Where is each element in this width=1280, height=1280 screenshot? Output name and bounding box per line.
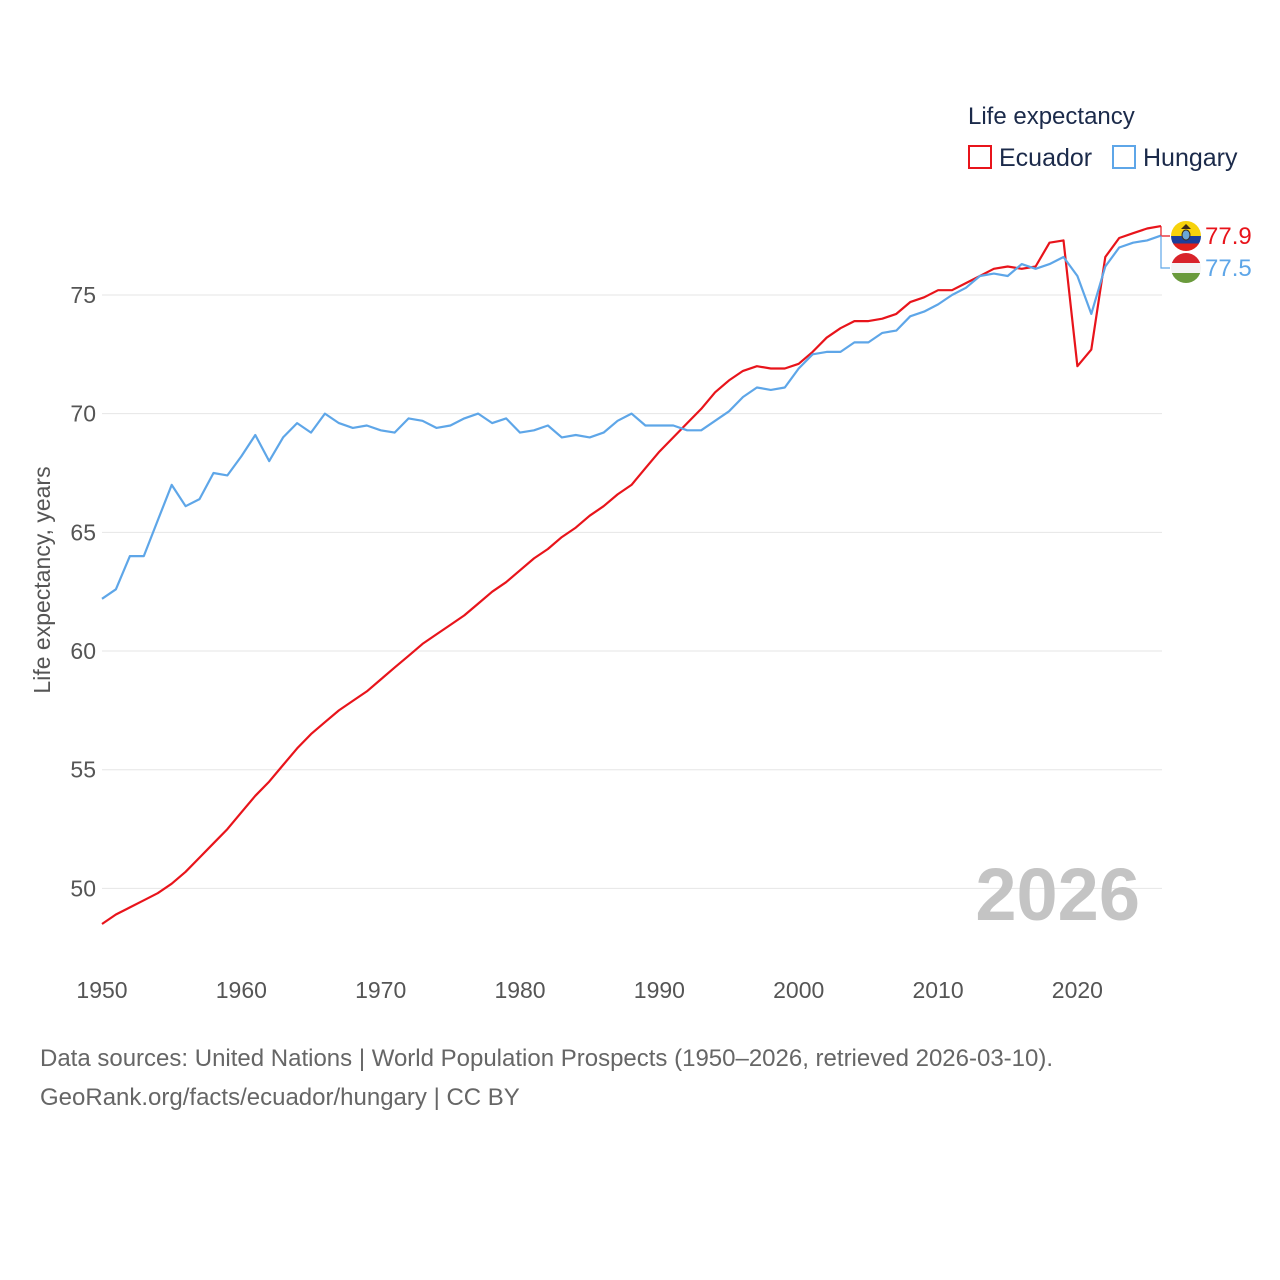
legend-label-ecuador[interactable]: Ecuador (999, 144, 1092, 172)
end-labels: 77.9 77.5 (1160, 221, 1252, 283)
y-tick-label: 70 (70, 401, 96, 427)
y-tick-label: 55 (70, 757, 96, 783)
x-axis-ticks: 1950 1960 1970 1980 1990 2000 2010 2020 (76, 977, 1103, 1003)
series-lines (101, 225, 1162, 925)
y-tick-label: 75 (70, 282, 96, 308)
x-tick-label: 2020 (1052, 977, 1103, 1003)
life-expectancy-chart: 50 55 60 65 70 75 1950 1960 1970 1980 1990 2000 201… (29, 103, 1252, 1003)
end-label-ecuador: 77.9 (1205, 223, 1252, 250)
x-tick-label: 1970 (355, 977, 406, 1003)
y-tick-label: 60 (70, 638, 96, 664)
data-source-note: Data sources: United Nations | World Pop… (40, 1045, 1054, 1072)
y-tick-label: 65 (70, 519, 96, 545)
legend-label-hungary[interactable]: Hungary (1143, 144, 1238, 172)
y-tick-label: 50 (70, 875, 96, 901)
series-line-hungary (101, 234, 1162, 600)
attribution-link[interactable]: GeoRank.org/facts/ecuador/hungary | CC B… (40, 1084, 520, 1111)
y-axis-ticks: 50 55 60 65 70 75 (70, 282, 96, 901)
y-axis-label: Life expectancy, years (29, 466, 55, 693)
x-tick-label: 1950 (76, 977, 127, 1003)
year-watermark: 2026 (975, 853, 1140, 936)
x-tick-label: 2000 (773, 977, 824, 1003)
leader-line-ecuador (1160, 226, 1170, 237)
x-tick-label: 2010 (912, 977, 963, 1003)
legend-swatch-ecuador[interactable] (968, 145, 992, 169)
legend-title: Life expectancy (968, 103, 1135, 130)
ecuador-flag-icon (1171, 221, 1201, 251)
x-tick-label: 1960 (216, 977, 267, 1003)
hungary-flag-icon (1171, 253, 1201, 283)
end-label-hungary: 77.5 (1205, 255, 1252, 282)
gridlines (102, 294, 1162, 889)
series-line-ecuador (101, 225, 1162, 925)
legend-swatch-hungary[interactable] (1112, 145, 1136, 169)
x-tick-label: 1980 (494, 977, 545, 1003)
legend: Life expectancy Ecuador Hungary (968, 103, 1238, 172)
x-tick-label: 1990 (634, 977, 685, 1003)
leader-line-hungary (1160, 235, 1170, 269)
